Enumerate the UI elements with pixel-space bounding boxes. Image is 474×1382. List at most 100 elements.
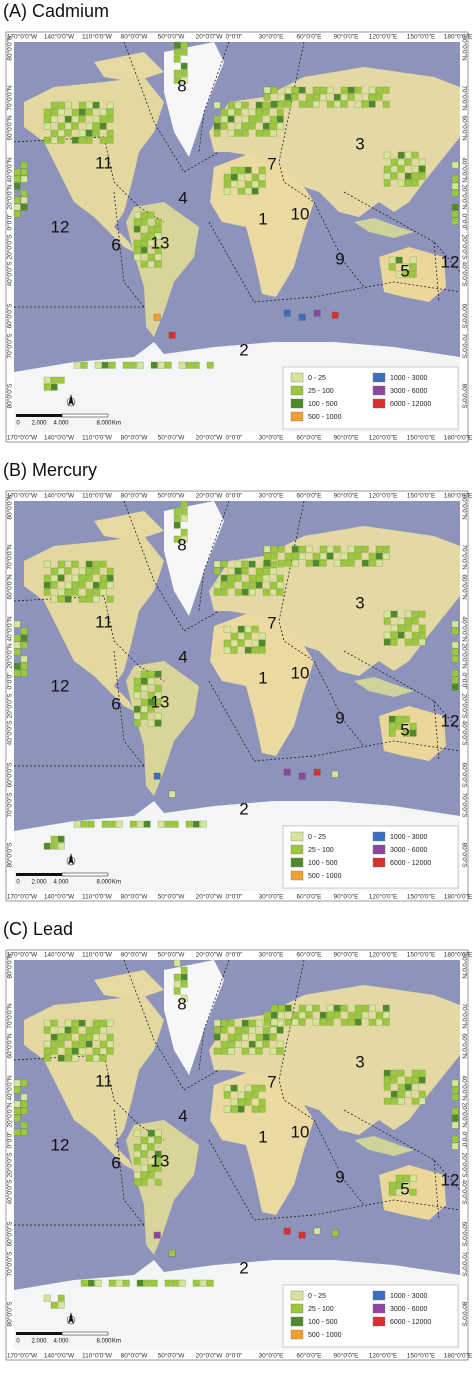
sample-cell: [234, 108, 242, 116]
sample-cell: [13, 175, 21, 183]
sample-cell: [133, 705, 141, 713]
sample-cell: [85, 108, 93, 116]
sample-cell: [57, 1054, 65, 1062]
longitude-label: 170°0'0"W: [7, 434, 38, 442]
sample-cell: [312, 559, 320, 567]
latitude-label: 80°0'0"N: [6, 35, 14, 61]
sample-cell: [230, 1105, 238, 1113]
sample-cell: [251, 180, 259, 188]
sample-cell: [173, 973, 181, 981]
sample-cell: [94, 1279, 102, 1287]
sample-cell: [140, 246, 148, 254]
sample-cell: [255, 108, 263, 116]
sample-cell: [411, 1083, 419, 1091]
sample-cell: [154, 1178, 162, 1186]
sample-cell: [140, 1171, 148, 1179]
sample-cell: [213, 122, 221, 130]
sample-cell: [50, 136, 58, 144]
sample-cell: [85, 1054, 93, 1062]
sample-cell: [234, 588, 242, 596]
sample-cell: [277, 93, 285, 101]
region-label: 11: [95, 153, 113, 172]
latitude-label: 60°0'0"N: [460, 115, 468, 141]
sample-cell: [43, 1026, 51, 1034]
sample-cell: [361, 100, 369, 108]
sample-cell: [241, 1047, 249, 1055]
sample-cell: [382, 100, 390, 108]
sample-cell: [140, 239, 148, 247]
legend-swatch: [372, 1303, 386, 1314]
sample-cell: [230, 646, 238, 654]
longitude-label: 170°0'0"W: [7, 492, 38, 500]
sample-cell: [227, 101, 235, 109]
sample-cell: [99, 1040, 107, 1048]
sample-cell: [237, 632, 245, 640]
sample-cell: [244, 1098, 252, 1106]
sample-cell: [57, 136, 65, 144]
sample-cell: [99, 574, 107, 582]
legend-swatch: [372, 398, 386, 409]
north-arrow-ring: [66, 856, 76, 866]
sample-cell: [270, 545, 278, 553]
sample-cell: [140, 260, 148, 268]
longitude-label: 30°0'0"E: [259, 492, 285, 500]
sample-cell: [71, 1047, 79, 1055]
longitude-label: 120°0'0"E: [369, 893, 398, 901]
region-label: 4: [178, 188, 187, 207]
sample-cell: [106, 129, 114, 137]
latitude-label: 70°0'0"S: [6, 1251, 14, 1277]
legend-swatch: [372, 1316, 386, 1327]
sample-cell: [78, 115, 86, 123]
scale-bar: 0 2.000 4.000 8.000 Km: [16, 394, 121, 427]
latitude-label: 40°0'0"S: [6, 720, 14, 746]
sample-cell: [333, 1004, 341, 1012]
sample-cell: [220, 122, 228, 130]
legend: 0 - 25 25 - 100 100 - 500 500 - 1000 1000 - …: [282, 825, 459, 889]
sample-cell: [140, 670, 148, 678]
sample-cell: [199, 820, 207, 828]
sample-cell: [43, 560, 51, 568]
sample-cell: [133, 1178, 141, 1186]
latitude-label: 40°0'0"N: [460, 616, 468, 642]
sample-cell: [409, 1188, 417, 1196]
sample-cell: [312, 1018, 320, 1026]
sample-cell: [92, 595, 100, 603]
sample-cell: [171, 820, 179, 828]
sample-cell: [331, 311, 339, 319]
sample-cell: [20, 627, 28, 635]
sample-cell: [395, 1181, 403, 1189]
sample-cell: [43, 1294, 51, 1302]
sample-cell: [206, 1279, 214, 1287]
longitude-label: 170°0'0"W: [7, 1352, 38, 1360]
sample-cell: [383, 638, 391, 646]
sample-cell: [230, 1084, 238, 1092]
sample-cell: [251, 173, 259, 181]
sample-cell: [291, 559, 299, 567]
sample-cell: [64, 1019, 72, 1027]
sample-cell: [178, 361, 186, 369]
sample-cell: [227, 1019, 235, 1027]
sample-cell: [85, 136, 93, 144]
sample-cell: [71, 1040, 79, 1048]
longitude-label: 20°0'0"W: [196, 492, 224, 500]
sample-cell: [298, 545, 306, 553]
sample-cell: [404, 172, 412, 180]
longitude-label: 90°0'0"E: [334, 492, 360, 500]
sample-cell: [451, 1086, 459, 1094]
latitude-label: 60°0'0"S: [460, 1222, 468, 1248]
sample-cell: [237, 173, 245, 181]
latitude-label: 0°0'0": [6, 672, 14, 690]
sample-cell: [173, 535, 181, 543]
sample-cell: [140, 712, 148, 720]
sample-cell: [57, 1301, 65, 1309]
sample-cell: [383, 1083, 391, 1091]
sample-cell: [133, 1171, 141, 1179]
sample-cell: [375, 86, 383, 94]
sample-cell: [276, 574, 284, 582]
sample-cell: [319, 1018, 327, 1026]
latitude-label: 0°0'0": [460, 673, 468, 691]
sample-cell: [73, 361, 81, 369]
sample-cell: [354, 1011, 362, 1019]
sample-cell: [409, 722, 417, 730]
sample-cell: [180, 69, 188, 77]
